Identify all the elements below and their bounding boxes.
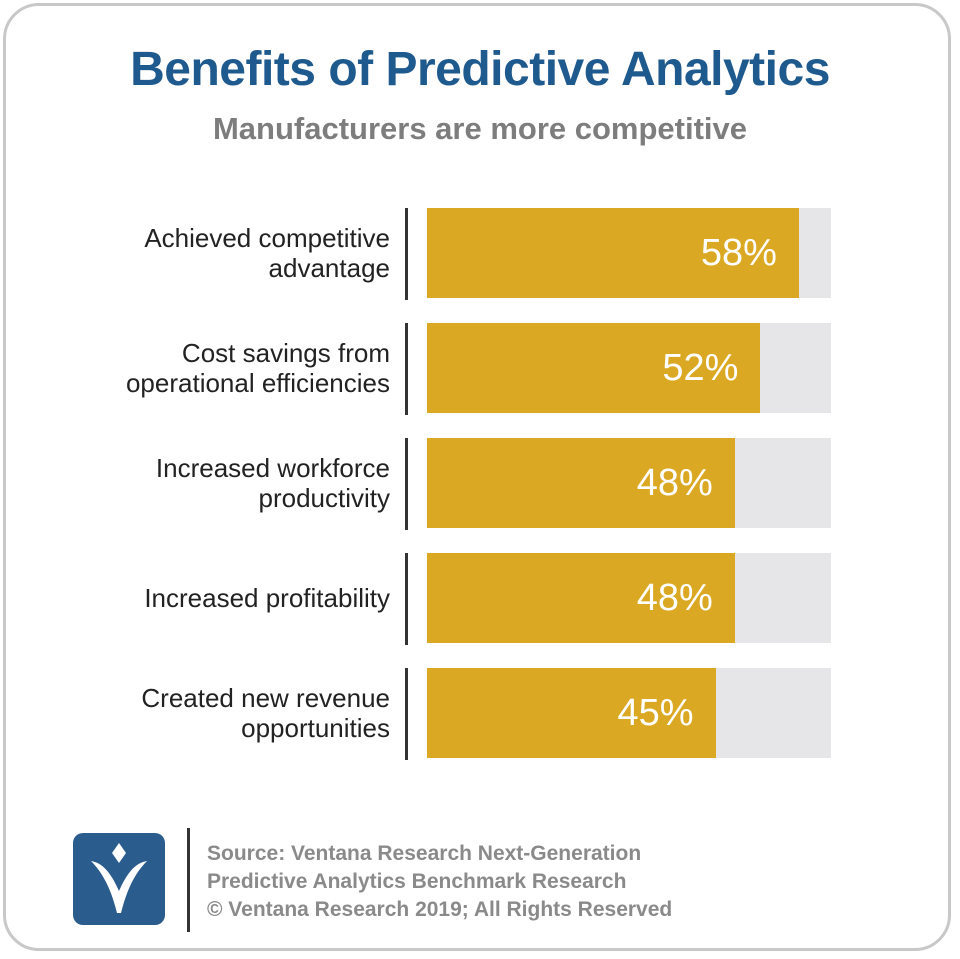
category-label: Achieved competitive advantage [30, 208, 390, 298]
axis-divider [405, 553, 408, 645]
category-label-line: productivity [258, 483, 391, 513]
bar: 48% [427, 438, 735, 528]
bar-track: 45% [427, 668, 831, 758]
bar-row: Increased profitability 48% [0, 553, 960, 645]
axis-divider [405, 323, 408, 415]
bar-row: Increased workforce productivity 48% [0, 438, 960, 530]
category-label-line: Increased profitability [144, 583, 390, 613]
bar-value-label: 48% [636, 577, 713, 619]
source-note: Source: Ventana Research Next-Generation… [207, 840, 672, 924]
category-label: Created new revenue opportunities [30, 668, 390, 758]
ventana-logo-svg [91, 843, 147, 913]
copyright-line: © Ventana Research 2019; All Rights Rese… [207, 898, 673, 921]
bar-track: 48% [427, 438, 831, 528]
bar-value-label: 48% [636, 462, 713, 504]
bar-track: 48% [427, 553, 831, 643]
category-label-line: opportunities [241, 713, 390, 743]
bar-row: Created new revenue opportunities 45% [0, 668, 960, 760]
axis-divider [405, 668, 408, 760]
bar: 52% [427, 323, 761, 413]
category-label-line: Created new revenue [141, 683, 390, 713]
category-label-line: Increased workforce [155, 453, 390, 483]
chart-title: Benefits of Predictive Analytics [130, 43, 830, 96]
bar-row: Cost savings from operational efficiencie… [0, 323, 960, 415]
source-line: Predictive Analytics Benchmark Research [207, 870, 627, 893]
category-label: Increased workforce productivity [30, 438, 390, 528]
category-label-line: Achieved competitive [144, 223, 390, 253]
category-label-line: Cost savings from [181, 338, 390, 368]
category-label-line: advantage [268, 253, 390, 283]
ventana-logo-icon [73, 833, 165, 925]
category-label: Increased profitability [30, 553, 390, 643]
axis-divider [405, 208, 408, 300]
bar: 45% [427, 668, 716, 758]
bar-value-label: 58% [700, 232, 777, 274]
bar-value-label: 52% [662, 347, 739, 389]
bar: 58% [427, 208, 799, 298]
chart-subtitle: Manufacturers are more competitive [212, 111, 748, 146]
category-label-line: operational efficiencies [125, 368, 390, 398]
source-line: Source: Ventana Research Next-Generation [207, 842, 642, 865]
category-label: Cost savings from operational efficiencie… [30, 323, 390, 413]
bar-track: 52% [427, 323, 831, 413]
axis-divider [405, 438, 408, 530]
bar: 48% [427, 553, 735, 643]
bar-value-label: 45% [617, 692, 694, 734]
footer-divider [187, 828, 190, 932]
bar-track: 58% [427, 208, 831, 298]
bar-row: Achieved competitive advantage 58% [0, 208, 960, 300]
